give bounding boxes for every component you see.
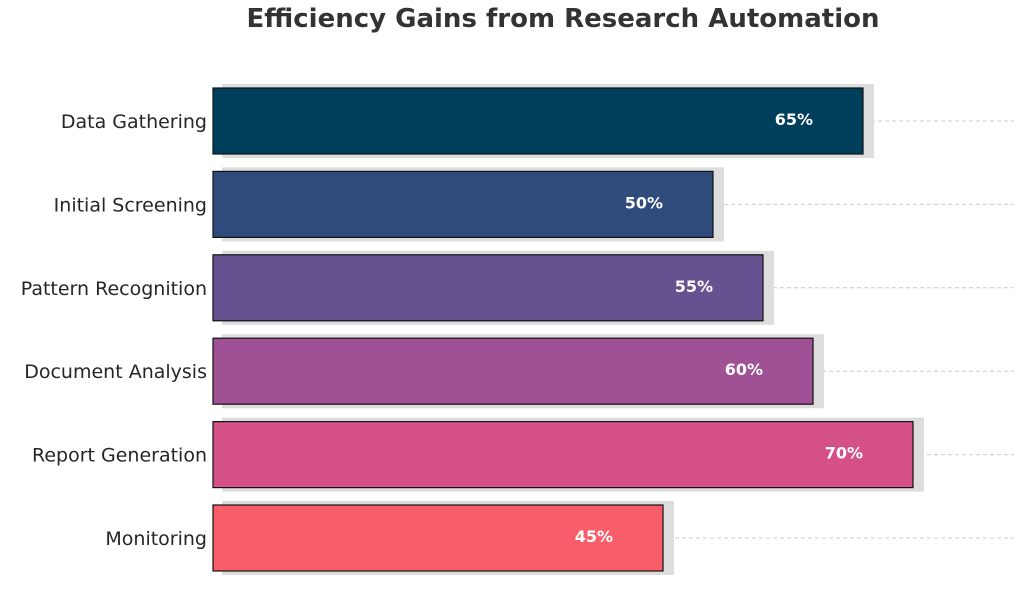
chart-title: Efficiency Gains from Research Automatio… bbox=[246, 4, 880, 34]
bar bbox=[212, 170, 714, 238]
bar bbox=[212, 504, 664, 572]
data-label: 70% bbox=[825, 444, 863, 463]
data-label: 45% bbox=[575, 527, 613, 546]
y-tick-label: Monitoring bbox=[105, 528, 207, 550]
data-label: 50% bbox=[625, 193, 663, 212]
bar bbox=[212, 87, 864, 155]
bar bbox=[212, 421, 914, 489]
y-tick-label: Data Gathering bbox=[61, 111, 207, 133]
bar bbox=[212, 254, 764, 322]
y-tick-label: Document Analysis bbox=[24, 361, 207, 383]
data-label: 65% bbox=[775, 110, 813, 129]
y-tick-label: Pattern Recognition bbox=[21, 278, 207, 300]
bar bbox=[212, 337, 814, 405]
y-tick-label: Report Generation bbox=[32, 445, 207, 467]
y-tick-label: Initial Screening bbox=[54, 194, 207, 216]
data-label: 60% bbox=[725, 360, 763, 379]
data-label: 55% bbox=[675, 277, 713, 296]
